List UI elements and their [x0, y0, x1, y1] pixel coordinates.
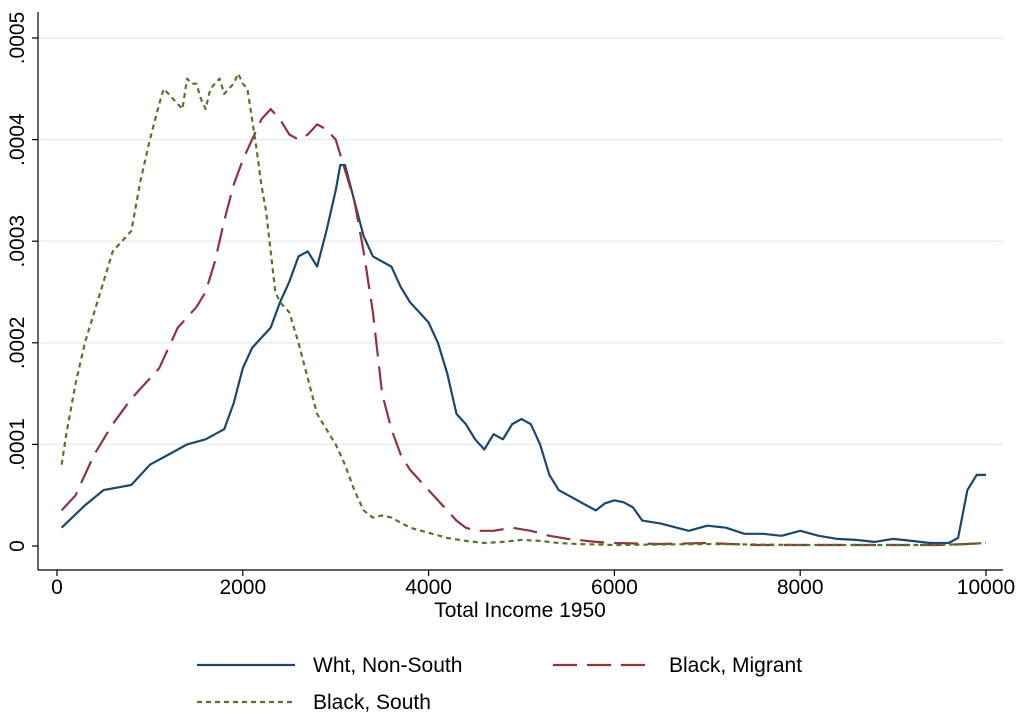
- y-tick-label: .0004: [6, 113, 29, 166]
- legend-label-wht-non-south: Wht, Non-South: [313, 654, 462, 677]
- gridlines: [38, 37, 1003, 446]
- x-axis-title: Total Income 1950: [434, 599, 606, 622]
- legend: Wht, Non-South Black, Migrant Black, Sou…: [197, 654, 802, 714]
- x-tick-label: 8000: [777, 576, 824, 599]
- x-tick-label: 0: [51, 576, 63, 599]
- series-line-black-migrant: [60, 108, 987, 547]
- series-line-wht-non-south: [60, 163, 986, 545]
- y-axis-ticks: 0 .0001 .0002 .0003 .0004 .0005: [6, 12, 38, 552]
- legend-label-black-south: Black, South: [313, 691, 431, 714]
- legend-label-black-migrant: Black, Migrant: [669, 654, 802, 677]
- series-line-black-south: [60, 72, 987, 547]
- x-tick-label: 2000: [219, 576, 266, 599]
- x-tick-label: 10000: [957, 576, 1015, 599]
- y-tick-label: .0001: [6, 418, 29, 471]
- y-tick-label: .0005: [6, 12, 29, 65]
- x-axis-ticks: 0 2000 4000 6000 8000 10000: [51, 570, 1015, 599]
- y-tick-label: .0002: [6, 317, 29, 370]
- y-tick-label: .0003: [6, 215, 29, 268]
- series-layer: [60, 72, 987, 547]
- x-tick-label: 4000: [405, 576, 452, 599]
- x-tick-label: 6000: [591, 576, 638, 599]
- y-tick-label: 0: [6, 540, 29, 552]
